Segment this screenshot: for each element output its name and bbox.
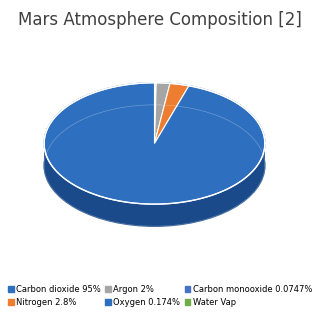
Ellipse shape [44, 105, 265, 226]
Polygon shape [155, 83, 156, 143]
Polygon shape [44, 83, 265, 204]
Polygon shape [44, 143, 265, 226]
Polygon shape [155, 83, 170, 143]
Text: Mars Atmosphere Composition [2]: Mars Atmosphere Composition [2] [18, 11, 302, 29]
Polygon shape [155, 84, 189, 143]
Legend: Carbon dioxide 95%, Nitrogen 2.8%, Argon 2%, Oxygen 0.174%, Carbon monooxide 0.0: Carbon dioxide 95%, Nitrogen 2.8%, Argon… [8, 285, 312, 307]
Ellipse shape [44, 83, 265, 204]
